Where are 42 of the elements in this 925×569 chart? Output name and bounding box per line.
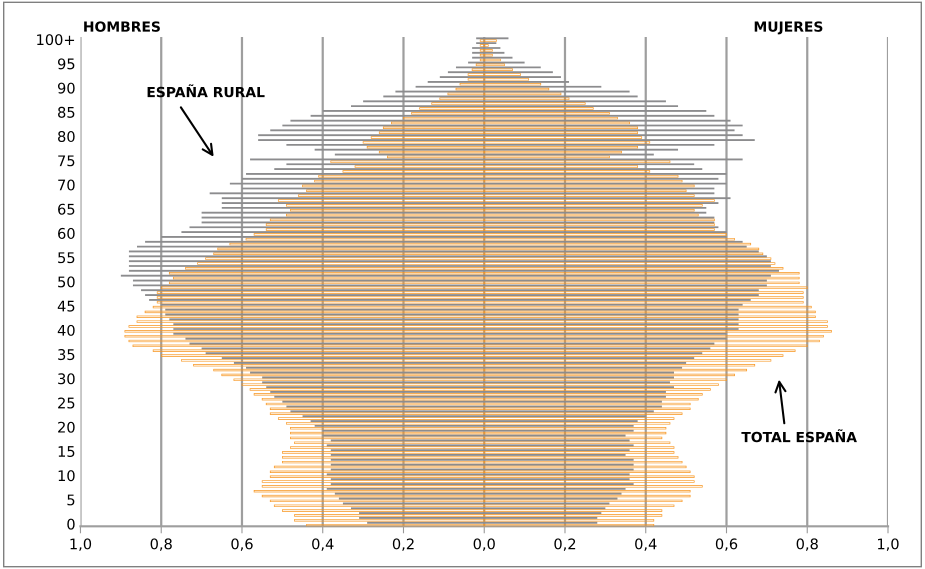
y-tick-label: 80: [58, 131, 75, 142]
y-tick-label: 20: [58, 422, 75, 433]
x-tick-label: 0,2: [554, 538, 576, 551]
x-tick-label: 0,8: [150, 538, 172, 551]
x-tick-label: 0,6: [231, 538, 253, 551]
y-tick-label: 25: [58, 397, 74, 409]
annotation: TOTAL ESPAÑA: [741, 429, 857, 442]
annotation: ESPAÑA RURAL: [148, 84, 265, 98]
bar: [484, 44, 489, 47]
x-tick-label: 1,0: [70, 538, 92, 551]
text: MUJERES: [754, 21, 822, 34]
x-tick-label: 0,4: [635, 538, 657, 551]
x-tick-label: 0,8: [796, 538, 818, 551]
bar: [484, 39, 497, 42]
y-tick-label: 15: [58, 446, 74, 457]
bar: [480, 44, 485, 47]
y-tick-label: 0: [67, 518, 75, 530]
y-tick-label: 5: [67, 494, 74, 506]
text: HOMBRES: [84, 21, 160, 32]
y-tick-label: 75: [58, 155, 74, 166]
y-tick-label: 90: [58, 82, 75, 94]
y-tick-label: 40: [58, 324, 75, 336]
bar: [484, 49, 493, 52]
y-tick-label: 95: [58, 58, 74, 70]
y-tick-label: 60: [58, 228, 75, 239]
y-tick-label: 55: [58, 252, 74, 264]
y-tick-label: 30: [58, 373, 75, 384]
x-tick-label: 0,0: [474, 538, 495, 551]
y-tick-label: 35: [58, 349, 74, 360]
bar: [484, 58, 501, 62]
y-tick-label: 10: [58, 470, 75, 482]
bar: [484, 54, 493, 56]
y-tick-label: 45: [58, 300, 74, 312]
y-tick-label: 50: [58, 276, 75, 288]
x-tick-label: 0,6: [716, 538, 738, 551]
x-tick-label: 1,0: [878, 538, 899, 551]
y-tick-label: 65: [58, 204, 74, 215]
x-tick-label: 0,2: [392, 538, 414, 551]
y-tick-label: 70: [58, 179, 75, 191]
y-tick-label: 100+: [37, 34, 74, 46]
y-tick-label: 85: [58, 106, 74, 118]
x-tick-label: 0,4: [312, 538, 334, 551]
